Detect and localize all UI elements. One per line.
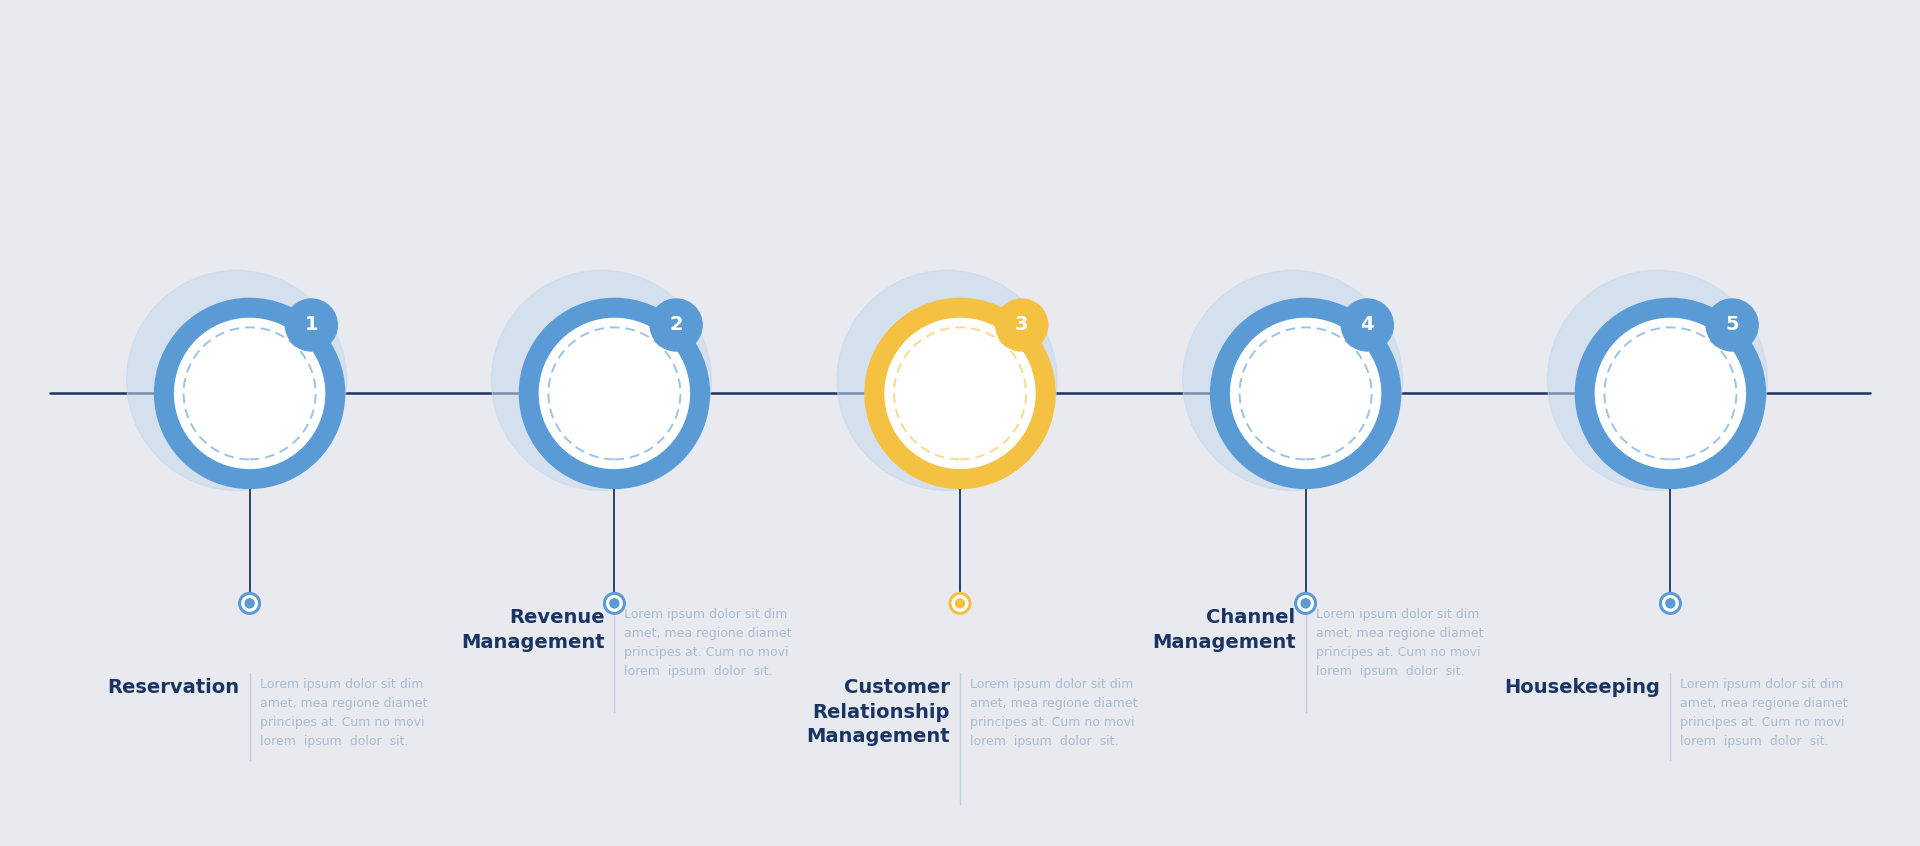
Circle shape: [1231, 318, 1380, 469]
Circle shape: [1661, 593, 1680, 613]
Circle shape: [175, 318, 324, 469]
Circle shape: [605, 593, 624, 613]
Text: 2: 2: [670, 316, 684, 334]
Circle shape: [996, 299, 1048, 351]
Circle shape: [244, 598, 255, 608]
Circle shape: [1212, 299, 1400, 488]
Circle shape: [1596, 318, 1745, 469]
Circle shape: [127, 271, 348, 491]
Circle shape: [1183, 271, 1404, 491]
Circle shape: [1576, 299, 1764, 488]
Text: Customer
Relationship
Management: Customer Relationship Management: [806, 678, 950, 746]
Circle shape: [837, 271, 1058, 491]
Circle shape: [651, 299, 703, 351]
Circle shape: [1296, 593, 1315, 613]
Text: Revenue
Management: Revenue Management: [461, 608, 605, 651]
Text: Lorem ipsum dolor sit dim
amet, mea regione diamet
principes at. Cum no movi
lor: Lorem ipsum dolor sit dim amet, mea regi…: [1680, 678, 1847, 749]
Circle shape: [240, 593, 259, 613]
Circle shape: [1665, 598, 1676, 608]
Text: 1: 1: [305, 316, 319, 334]
Text: 3: 3: [1016, 316, 1029, 334]
Circle shape: [885, 318, 1035, 469]
Text: Channel
Management: Channel Management: [1152, 608, 1296, 651]
Text: Reservation: Reservation: [108, 678, 240, 697]
Text: Lorem ipsum dolor sit dim
amet, mea regione diamet
principes at. Cum no movi
lor: Lorem ipsum dolor sit dim amet, mea regi…: [1315, 608, 1482, 678]
Circle shape: [540, 318, 689, 469]
Circle shape: [609, 598, 620, 608]
Circle shape: [492, 271, 712, 491]
Circle shape: [950, 593, 970, 613]
Text: 5: 5: [1726, 316, 1740, 334]
Circle shape: [1548, 271, 1768, 491]
Circle shape: [1707, 299, 1759, 351]
Circle shape: [954, 598, 966, 608]
Circle shape: [1342, 299, 1394, 351]
Circle shape: [520, 299, 708, 488]
Text: Lorem ipsum dolor sit dim
amet, mea regione diamet
principes at. Cum no movi
lor: Lorem ipsum dolor sit dim amet, mea regi…: [970, 678, 1137, 749]
Circle shape: [1300, 598, 1311, 608]
Circle shape: [866, 299, 1054, 488]
Text: 4: 4: [1361, 316, 1375, 334]
Text: Lorem ipsum dolor sit dim
amet, mea regione diamet
principes at. Cum no movi
lor: Lorem ipsum dolor sit dim amet, mea regi…: [259, 678, 426, 749]
Text: Housekeeping: Housekeeping: [1505, 678, 1661, 697]
Circle shape: [286, 299, 338, 351]
Text: Lorem ipsum dolor sit dim
amet, mea regione diamet
principes at. Cum no movi
lor: Lorem ipsum dolor sit dim amet, mea regi…: [624, 608, 791, 678]
Circle shape: [156, 299, 344, 488]
